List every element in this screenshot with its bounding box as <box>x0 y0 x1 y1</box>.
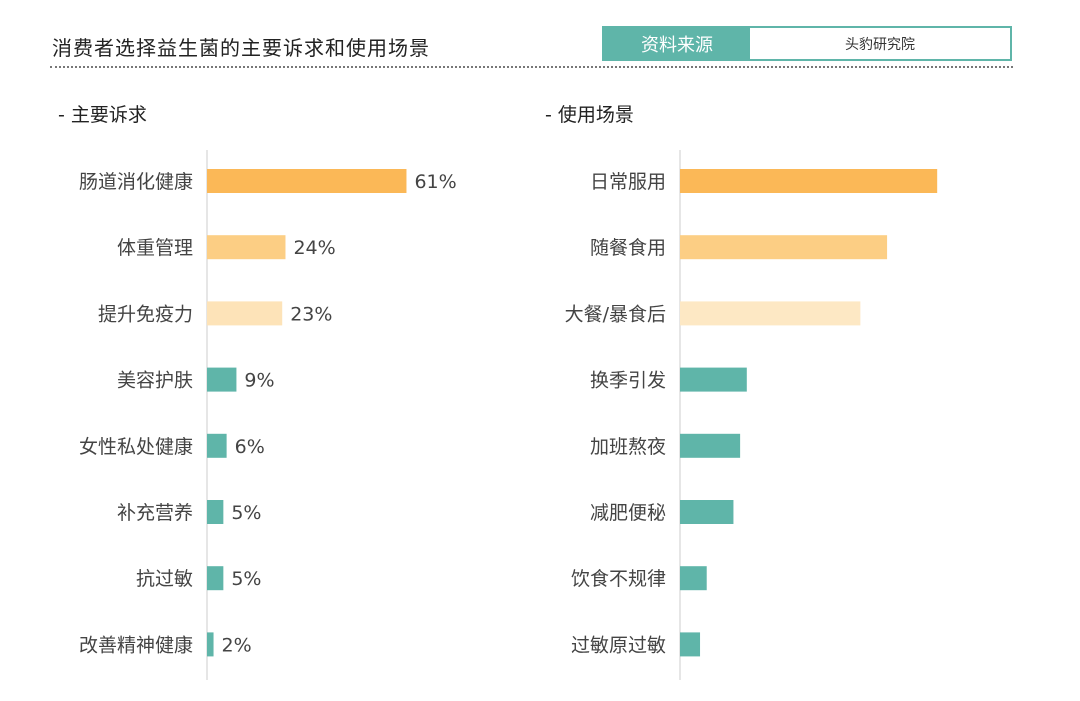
appeal-value-label: 9% <box>244 370 274 392</box>
scenario-bar <box>680 632 701 657</box>
appeal-value-label: 24% <box>293 237 335 259</box>
scenario-category-label: 过敏原过敏 <box>571 634 666 656</box>
scenario-bar <box>680 566 707 591</box>
scenario-bar <box>680 235 888 260</box>
appeal-value-label: 5% <box>231 568 261 590</box>
appeal-value-label: 5% <box>231 502 261 524</box>
scenario-bar <box>680 367 747 392</box>
appeal-bar <box>207 235 286 260</box>
appeal-category-label: 体重管理 <box>117 237 193 259</box>
appeal-category-label: 提升免疫力 <box>98 303 193 325</box>
source-box: 资料来源 头豹研究院 <box>602 26 1012 61</box>
chart-main-appeals: 肠道消化健康 61% 体重管理 24% 提升免疫力 23% 美容护肤 9% 女性私处健康 6% 补充… <box>79 150 457 680</box>
scenario-category-label: 换季引发 <box>590 370 666 392</box>
scenario-bar <box>680 433 741 458</box>
appeal-bar <box>207 433 227 458</box>
header-divider <box>50 66 1013 68</box>
appeal-bar <box>207 367 237 392</box>
appeal-bar <box>207 500 224 524</box>
page-title: 消费者选择益生菌的主要诉求和使用场景 <box>52 36 430 60</box>
left-chart-title: - 主要诉求 <box>58 104 147 126</box>
appeal-category-label: 改善精神健康 <box>79 634 193 656</box>
appeal-bar <box>207 169 407 193</box>
scenario-category-label: 日常服用 <box>590 171 666 193</box>
scenario-category-label: 大餐/暴食后 <box>565 303 666 325</box>
appeal-category-label: 肠道消化健康 <box>79 171 193 193</box>
appeal-value-label: 6% <box>235 436 265 458</box>
source-label: 资料来源 <box>604 28 750 59</box>
source-value: 头豹研究院 <box>845 36 915 53</box>
scenario-category-label: 加班熬夜 <box>590 436 666 458</box>
appeal-category-label: 女性私处健康 <box>79 436 193 458</box>
appeal-bar <box>207 301 283 326</box>
appeal-value-label: 2% <box>222 634 252 656</box>
scenario-bar <box>680 500 734 524</box>
scenario-category-label: 饮食不规律 <box>571 568 666 590</box>
appeal-value-label: 23% <box>290 303 332 325</box>
scenario-bar <box>680 301 861 326</box>
appeal-category-label: 美容护肤 <box>117 370 193 392</box>
appeal-bar <box>207 632 214 657</box>
appeal-value-label: 61% <box>414 171 456 193</box>
appeal-category-label: 抗过敏 <box>136 568 193 590</box>
appeal-bar <box>207 566 224 591</box>
right-chart-title: - 使用场景 <box>545 104 634 126</box>
appeal-category-label: 补充营养 <box>117 502 193 524</box>
scenario-category-label: 减肥便秘 <box>590 502 666 524</box>
scenario-category-label: 随餐食用 <box>590 237 666 259</box>
scenario-bar <box>680 169 938 193</box>
